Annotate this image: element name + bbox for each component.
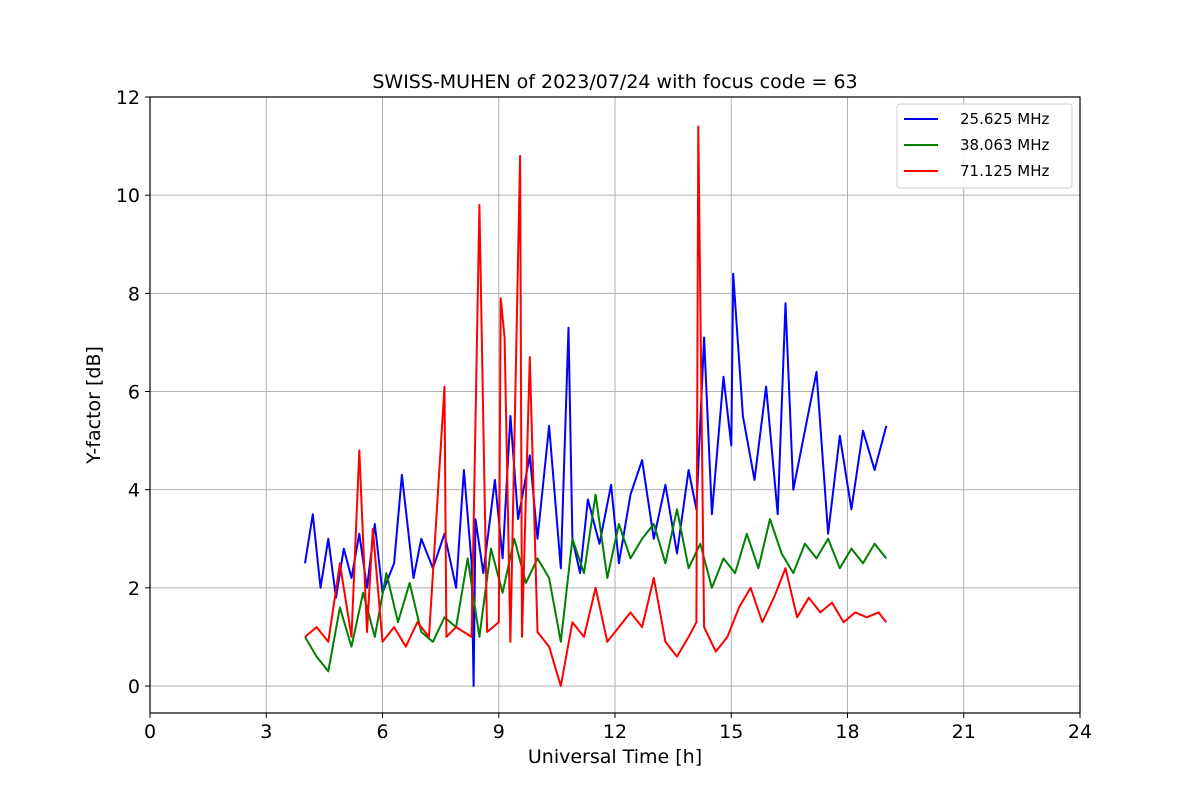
x-tick-label: 9	[493, 721, 505, 743]
x-tick-label: 24	[1068, 721, 1092, 743]
legend-label: 38.063 MHz	[960, 136, 1049, 154]
y-tick-label: 4	[128, 480, 140, 502]
y-tick-label: 0	[128, 676, 140, 698]
y-tick-label: 6	[128, 382, 140, 404]
x-tick-label: 15	[719, 721, 743, 743]
y-tick-label: 10	[116, 185, 140, 207]
series-line-2	[304, 125, 888, 687]
y-axis-label: Y-factor [dB]	[83, 346, 105, 465]
series-layer	[304, 125, 888, 687]
x-tick-label: 12	[603, 721, 627, 743]
legend-label: 71.125 MHz	[960, 162, 1049, 180]
x-tick-label: 3	[260, 721, 272, 743]
series-line-1	[304, 493, 888, 673]
x-tick-label: 21	[952, 721, 976, 743]
y-tick-label: 2	[128, 578, 140, 600]
legend-label: 25.625 MHz	[960, 110, 1049, 128]
x-tick-label: 0	[144, 721, 156, 743]
y-tick-label: 8	[128, 283, 140, 305]
x-axis-label: Universal Time [h]	[528, 746, 702, 768]
legend: 25.625 MHz 38.063 MHz 71.125 MHz	[896, 103, 1073, 189]
legend-box	[896, 103, 1073, 189]
y-tick-label: 12	[116, 87, 140, 109]
x-tick-label: 18	[835, 721, 859, 743]
x-tick-label: 6	[376, 721, 388, 743]
chart-title: SWISS-MUHEN of 2023/07/24 with focus cod…	[372, 71, 857, 93]
